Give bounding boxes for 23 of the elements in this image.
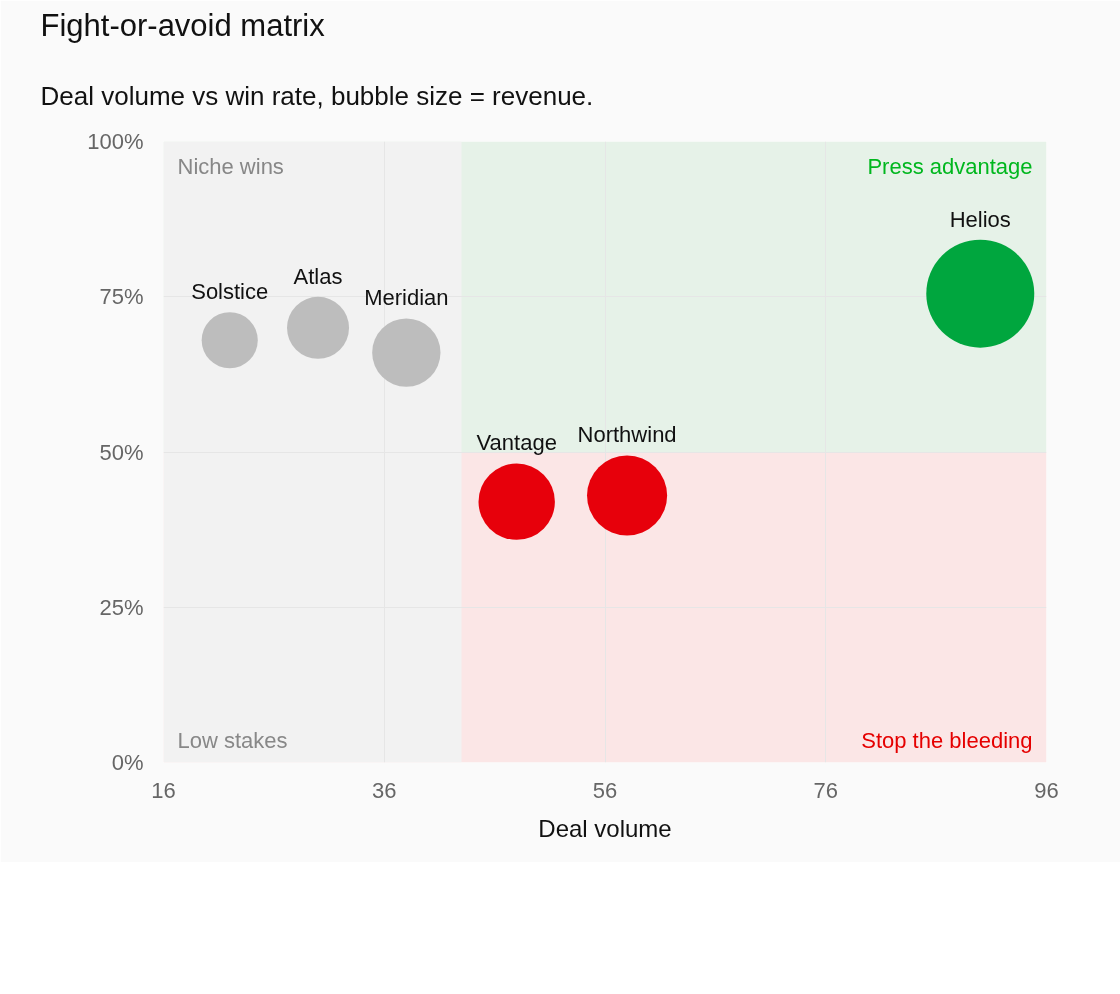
chart-title: Fight-or-avoid matrix — [40, 7, 326, 43]
y-tick-label: 100% — [87, 129, 144, 154]
y-tick-label: 50% — [99, 439, 144, 465]
annotation: Northwind — [577, 422, 677, 448]
band-label: Stop the bleeding — [861, 727, 1033, 753]
y-tick-label: 25% — [99, 594, 144, 620]
chart-subtitle: Deal volume vs win rate, bubble size = revenue. — [40, 80, 594, 111]
x-tick-label: 16 — [151, 777, 176, 803]
x-tick-label: 96 — [1034, 777, 1059, 803]
x-tick-label: 36 — [372, 777, 397, 803]
band-label: Niche wins — [177, 153, 284, 179]
x-tick-label: 76 — [813, 777, 838, 803]
x-tick-label: 56 — [592, 777, 618, 803]
annotation: Solstice — [191, 279, 269, 305]
annotation: Vantage — [476, 430, 557, 456]
band-label: Press advantage — [867, 153, 1033, 179]
y-tick-label: 75% — [99, 284, 144, 310]
annotation: Meridian — [364, 285, 449, 311]
annotation: Low stakes — [177, 727, 288, 753]
annotation: Atlas — [293, 263, 343, 289]
annotation: Helios — [949, 206, 1011, 232]
x-axis-title: Deal volume — [538, 814, 672, 842]
y-tick-label: 0% — [111, 750, 144, 775]
